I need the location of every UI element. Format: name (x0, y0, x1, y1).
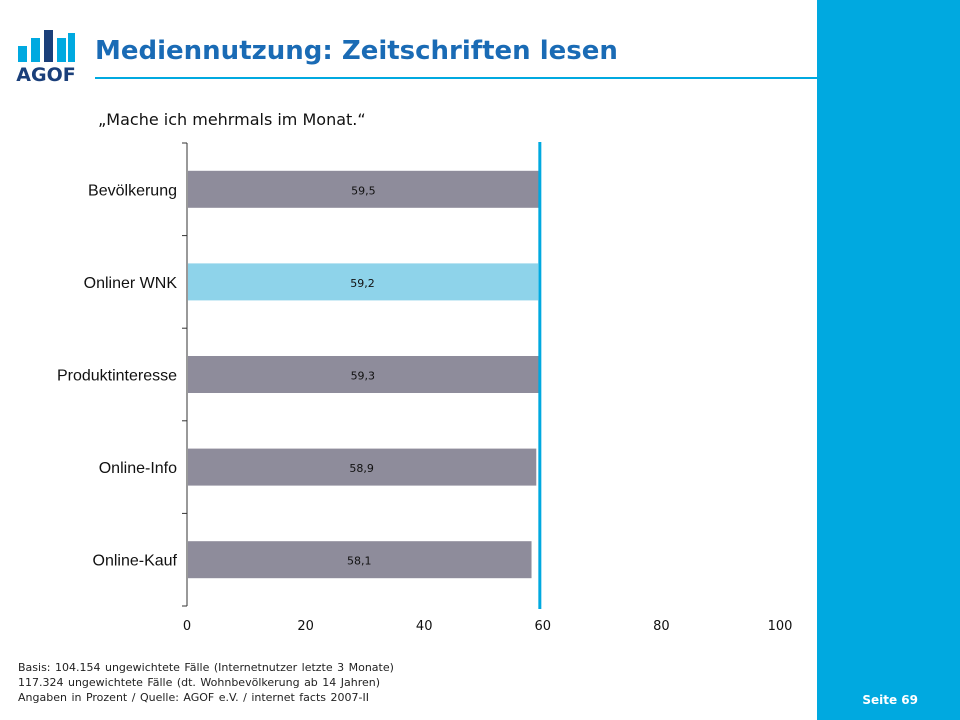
page-number: Seite 69 (862, 693, 918, 707)
footnote-line: 117.324 ungewichtete Fälle (dt. Wohnbevö… (18, 676, 381, 689)
bar-chart: Bevölkerung 59,5 Onliner WNK 59,2 Produktint… (57, 142, 793, 634)
data-label: 58,9 (349, 462, 374, 475)
chart-subtitle: „Mache ich mehrmals im Monat.“ (98, 110, 366, 129)
x-tick-label: 80 (653, 619, 670, 634)
x-tick-label: 20 (297, 619, 314, 634)
category-label: Bevölkerung (88, 182, 177, 199)
footnote-line: Basis: 104.154 ungewichtete Fälle (Inter… (18, 661, 394, 674)
category-label: Online-Info (99, 460, 177, 477)
logo-text: AGOF (16, 64, 76, 86)
bar (188, 356, 539, 393)
bar (188, 263, 539, 301)
x-tick-label: 60 (535, 619, 552, 634)
category-label: Onliner WNK (84, 275, 178, 292)
data-label: 59,3 (351, 370, 376, 383)
category-label: Online-Kauf (93, 553, 178, 570)
x-tick-label: 100 (768, 619, 793, 634)
x-tick-label: 40 (416, 619, 433, 634)
category-label: Produktinteresse (57, 368, 177, 385)
title-divider (95, 77, 817, 79)
data-label: 58,1 (347, 555, 372, 568)
logo-bars-icon (18, 30, 75, 62)
x-tick-label: 0 (183, 619, 191, 634)
bar (188, 448, 537, 486)
bar (188, 541, 532, 579)
page-title: Mediennutzung: Zeitschriften lesen (95, 36, 618, 66)
data-label: 59,5 (351, 184, 376, 197)
agof-logo: AGOF (14, 24, 78, 86)
bar (188, 170, 540, 208)
footnote-line: Angaben in Prozent / Quelle: AGOF e.V. /… (18, 691, 369, 704)
footnote: Basis: 104.154 ungewichtete Fälle (Inter… (18, 660, 394, 705)
data-label: 59,2 (350, 277, 375, 290)
side-band: Seite 69 (817, 0, 960, 720)
